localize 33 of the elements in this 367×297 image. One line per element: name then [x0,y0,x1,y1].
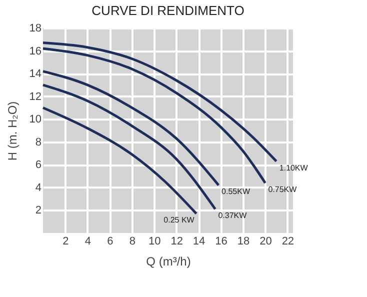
x-tick-label: 8 [129,236,136,248]
x-tick-label: 10 [148,236,161,248]
x-tick-label: 18 [237,236,250,248]
x-tick-label: 20 [260,236,272,248]
line-series [42,47,266,184]
x-tick-label: 6 [107,236,114,248]
series-label: 0.25 KW [164,216,195,225]
x-tick-label: 14 [192,236,206,248]
x-tick-label: 4 [84,236,92,248]
x-tick-label: 2 [62,236,69,248]
y-tick-label: 8 [35,136,42,148]
y-axis-title: H (m. H₂O) [5,101,20,161]
line-series [42,84,216,210]
y-tick-label: 10 [29,114,42,126]
y-tick-label: 2 [35,204,42,217]
x-tick-label: 16 [215,236,228,248]
x-axis-title: Q (m³/h) [146,254,191,268]
x-tick-label: 22 [282,236,294,248]
x-tick-label: 12 [170,236,183,248]
y-tick-label: 16 [29,45,42,58]
y-tick-label: 12 [29,90,42,103]
y-tick-label: 4 [35,182,42,194]
line-series [42,106,198,215]
y-tick-label: 6 [35,159,42,172]
series-label: 0.55KW [222,187,250,196]
y-tick-label: 14 [29,68,42,80]
line-series [42,42,278,162]
y-tick-label: 18 [29,22,42,34]
series-label: 1.10KW [279,163,308,172]
line-series [42,70,220,186]
series-label: 0.75KW [268,184,298,194]
series-label: 0.37KW [218,211,248,220]
chart-title: CURVE DI RENDIMENTO [92,3,244,18]
